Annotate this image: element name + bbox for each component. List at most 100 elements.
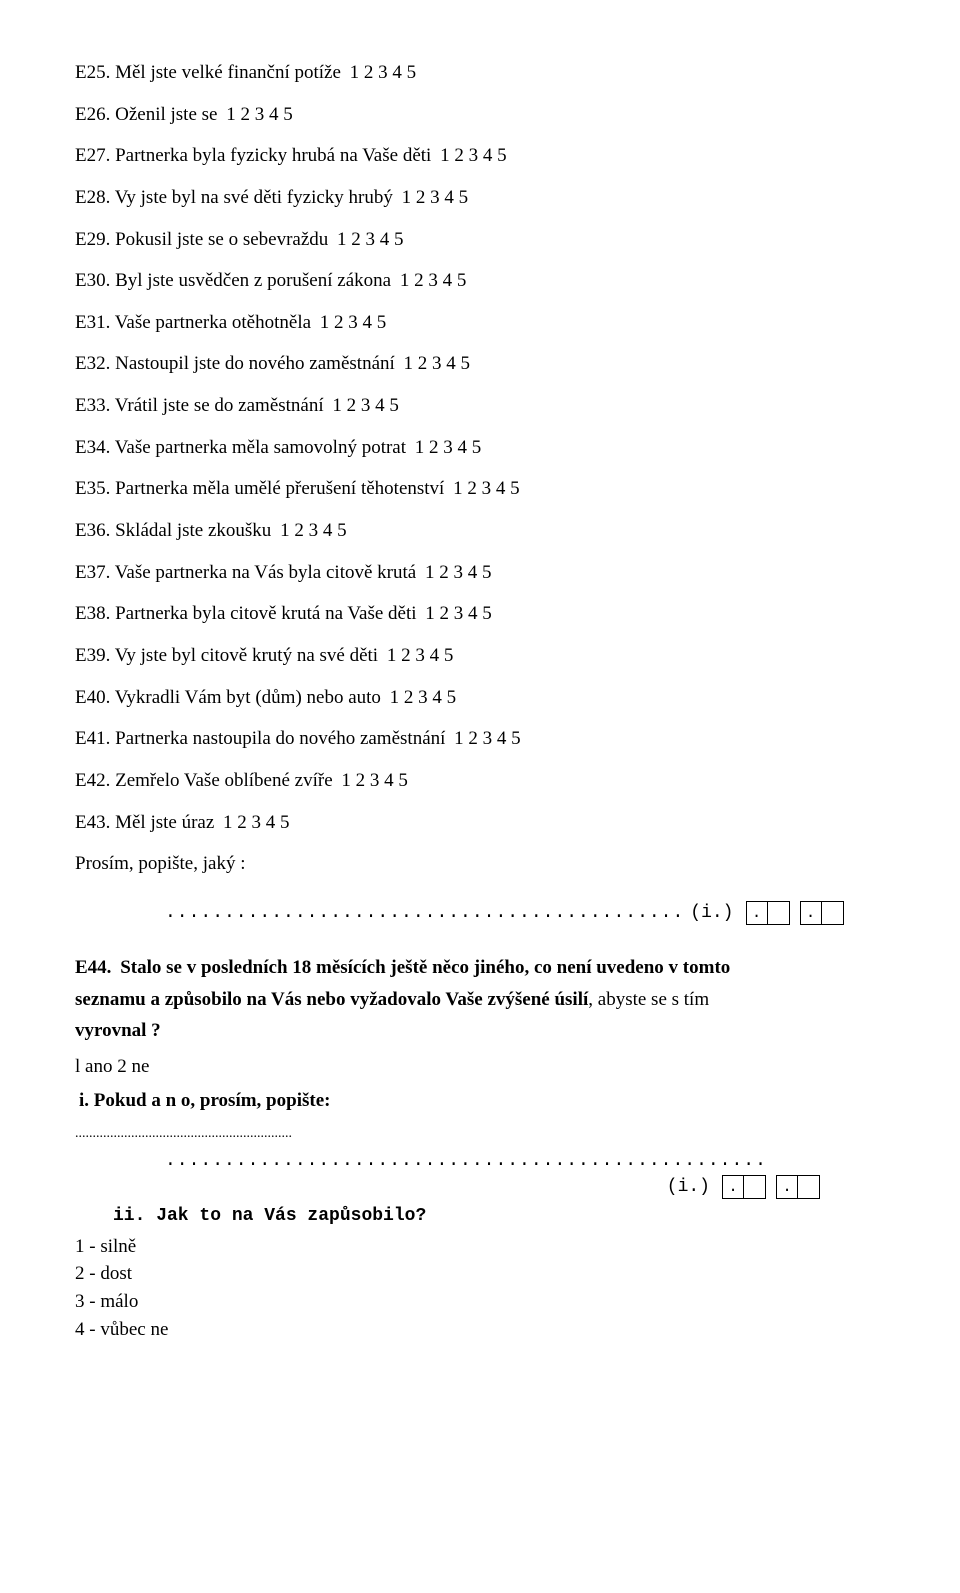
sub-ii-prompt: ii. Jak to na Vás zapůsobilo? — [113, 1204, 890, 1228]
question-scale[interactable]: 1 2 3 4 5 — [440, 145, 507, 166]
question-item: E38. Partnerka byla citově krutá na Vaše… — [75, 601, 890, 627]
answer-box-2d[interactable] — [798, 1175, 820, 1199]
legend-1: 1 - silně — [75, 1234, 890, 1260]
question-scale[interactable]: 1 2 3 4 5 — [454, 728, 521, 749]
question-scale[interactable]: 1 2 3 4 5 — [332, 395, 399, 416]
legend-4: 4 - vůbec ne — [75, 1317, 890, 1343]
e44-line2b: , abyste se s tím — [588, 989, 709, 1010]
question-code: E33. — [75, 395, 110, 416]
sub-i-prompt: i. Pokud a n o, prosím, popište: — [79, 1088, 890, 1114]
answer-dots-row-2: ........................................… — [165, 1149, 890, 1173]
answer-boxes-2: . . — [722, 1175, 820, 1199]
question-item: E39. Vy jste byl citově krutý na své dět… — [75, 643, 890, 669]
question-text: Pokusil jste se o sebevraždu — [115, 229, 328, 250]
question-item: E43. Měl jste úraz 1 2 3 4 5 — [75, 810, 890, 836]
question-item: E40. Vykradli Vám byt (dům) nebo auto 1 … — [75, 685, 890, 711]
question-scale[interactable]: 1 2 3 4 5 — [226, 104, 293, 125]
question-code: E32. — [75, 353, 110, 374]
question-text: Vrátil jste se do zaměstnání — [115, 395, 324, 416]
answer-box-1c[interactable]: . — [800, 901, 822, 925]
answer-box-2b[interactable] — [744, 1175, 766, 1199]
legend-2: 2 - dost — [75, 1261, 890, 1287]
question-text: Partnerka byla citově krutá na Vaše děti — [115, 603, 416, 624]
e44-block: E44. Stalo se v posledních 18 měsících j… — [75, 955, 890, 1044]
answer-box-1d[interactable] — [822, 901, 844, 925]
question-code: E36. — [75, 520, 110, 541]
question-item: E31. Vaše partnerka otěhotněla 1 2 3 4 5 — [75, 310, 890, 336]
question-code: E37. — [75, 562, 110, 583]
question-item: E30. Byl jste usvědčen z porušení zákona… — [75, 268, 890, 294]
answer-box-1b[interactable] — [768, 901, 790, 925]
legend-3: 3 - málo — [75, 1289, 890, 1315]
question-scale[interactable]: 1 2 3 4 5 — [425, 603, 492, 624]
yes-no-text: l ano 2 ne — [75, 1056, 149, 1077]
question-text: Vy jste byl citově krutý na své děti — [115, 645, 378, 666]
question-scale[interactable]: 1 2 3 4 5 — [390, 687, 457, 708]
question-code: E26. — [75, 104, 110, 125]
short-dotted-text: ........................................… — [75, 1126, 292, 1141]
question-code: E27. — [75, 145, 110, 166]
question-text: Nastoupil jste do nového zaměstnání — [115, 353, 395, 374]
question-code: E35. — [75, 478, 110, 499]
question-scale[interactable]: 1 2 3 4 5 — [415, 437, 482, 458]
question-scale[interactable]: 1 2 3 4 5 — [400, 270, 467, 291]
question-scale[interactable]: 1 2 3 4 5 — [425, 562, 492, 583]
question-item: E25. Měl jste velké finanční potíže 1 2 … — [75, 60, 890, 86]
question-text: Měl jste úraz — [115, 812, 214, 833]
question-code: E39. — [75, 645, 110, 666]
question-text: Partnerka byla fyzicky hrubá na Vaše dět… — [115, 145, 431, 166]
question-scale[interactable]: 1 2 3 4 5 — [387, 645, 454, 666]
sub-ii-text: ii. Jak to na Vás zapůsobilo? — [113, 1206, 426, 1226]
e44-line2a: seznamu a způsobilo na Vás nebo vyžadova… — [75, 989, 588, 1010]
i-label-2: (i.) — [667, 1175, 710, 1199]
question-item: E27. Partnerka byla fyzicky hrubá na Vaš… — [75, 143, 890, 169]
question-text: Oženil jste se — [115, 104, 217, 125]
question-code: E31. — [75, 312, 110, 333]
question-text: Vykradli Vám byt (dům) nebo auto — [115, 687, 381, 708]
i-box-row-2: (i.) . . — [75, 1175, 890, 1199]
question-scale[interactable]: 1 2 3 4 5 — [453, 478, 520, 499]
question-scale[interactable]: 1 2 3 4 5 — [223, 812, 290, 833]
question-item: E28. Vy jste byl na své děti fyzicky hru… — [75, 185, 890, 211]
e44-code: E44. — [75, 957, 111, 978]
sub-i-text: i. Pokud a n o, prosím, popište: — [79, 1090, 330, 1111]
answer-boxes-1: . . — [746, 901, 844, 925]
question-code: E28. — [75, 187, 110, 208]
describe-prompt-text: Prosím, popište, jaký : — [75, 853, 245, 874]
describe-prompt: Prosím, popište, jaký : — [75, 851, 890, 877]
answer-box-2a[interactable]: . — [722, 1175, 744, 1199]
question-code: E29. — [75, 229, 110, 250]
question-scale[interactable]: 1 2 3 4 5 — [320, 312, 387, 333]
question-item: E37. Vaše partnerka na Vás byla citově k… — [75, 560, 890, 586]
question-text: Vy jste byl na své děti fyzicky hrubý — [115, 187, 393, 208]
question-item: E34. Vaše partnerka měla samovolný potra… — [75, 435, 890, 461]
question-text: Vaše partnerka na Vás byla citově krutá — [115, 562, 416, 583]
question-scale[interactable]: 1 2 3 4 5 — [280, 520, 347, 541]
i-label-1: (i.) — [690, 901, 733, 925]
question-code: E38. — [75, 603, 110, 624]
question-item: E32. Nastoupil jste do nového zaměstnání… — [75, 351, 890, 377]
question-scale[interactable]: 1 2 3 4 5 — [404, 353, 471, 374]
question-scale[interactable]: 1 2 3 4 5 — [402, 187, 469, 208]
e44-line3: vyrovnal ? — [75, 1020, 161, 1041]
question-item: E42. Zemřelo Vaše oblíbené zvíře 1 2 3 4… — [75, 768, 890, 794]
answer-box-1a[interactable]: . — [746, 901, 768, 925]
yes-no-line: l ano 2 ne — [75, 1054, 890, 1080]
question-item: E33. Vrátil jste se do zaměstnání 1 2 3 … — [75, 393, 890, 419]
short-dotted-line: ........................................… — [75, 1119, 890, 1145]
answer-dots-row-1: ........................................… — [165, 901, 890, 925]
question-item: E36. Skládal jste zkoušku 1 2 3 4 5 — [75, 518, 890, 544]
question-scale[interactable]: 1 2 3 4 5 — [341, 770, 408, 791]
question-scale[interactable]: 1 2 3 4 5 — [337, 229, 404, 250]
answer-dots-1: ........................................… — [165, 901, 684, 925]
question-text: Měl jste velké finanční potíže — [115, 62, 341, 83]
question-code: E30. — [75, 270, 110, 291]
question-text: Byl jste usvědčen z porušení zákona — [115, 270, 391, 291]
question-text: Vaše partnerka otěhotněla — [115, 312, 311, 333]
question-text: Partnerka měla umělé přerušení těhotenst… — [115, 478, 444, 499]
answer-box-2c[interactable]: . — [776, 1175, 798, 1199]
question-code: E41. — [75, 728, 110, 749]
answer-dots-2: ........................................… — [165, 1151, 767, 1171]
legend-block: 1 - silně 2 - dost 3 - málo 4 - vůbec ne — [75, 1234, 890, 1343]
question-scale[interactable]: 1 2 3 4 5 — [350, 62, 417, 83]
